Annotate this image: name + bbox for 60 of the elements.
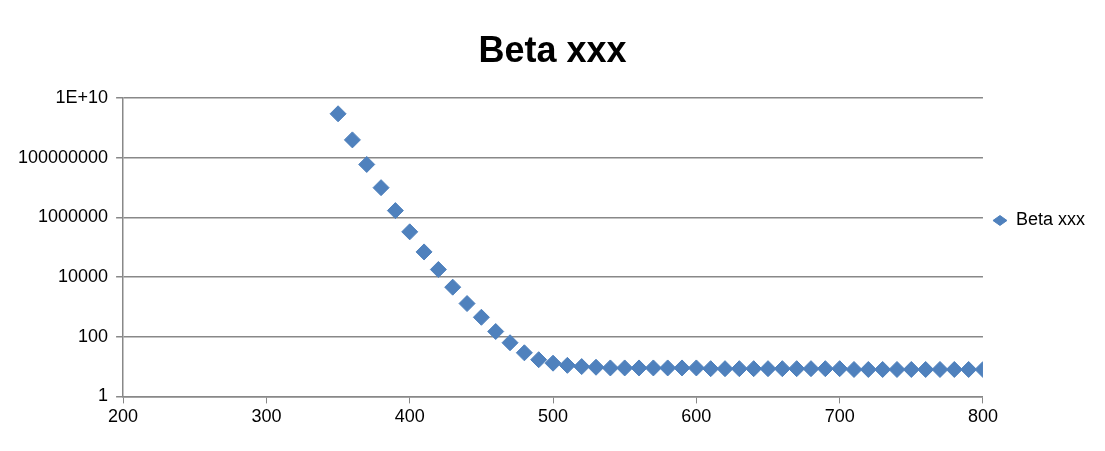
point bbox=[716, 360, 734, 378]
point bbox=[802, 360, 820, 378]
point bbox=[573, 358, 591, 376]
point bbox=[558, 356, 576, 374]
y-tick-label: 1 bbox=[98, 385, 109, 406]
point bbox=[687, 359, 705, 377]
point bbox=[788, 360, 806, 378]
point bbox=[429, 261, 447, 279]
point bbox=[702, 360, 720, 378]
point bbox=[544, 354, 562, 372]
point bbox=[874, 360, 892, 378]
y-tick-label: 100000000 bbox=[17, 146, 109, 167]
point bbox=[859, 360, 877, 378]
point bbox=[902, 360, 920, 378]
point bbox=[745, 360, 763, 378]
point bbox=[343, 131, 361, 149]
point bbox=[831, 360, 849, 378]
point bbox=[630, 359, 648, 377]
point bbox=[386, 202, 404, 220]
point bbox=[616, 359, 634, 377]
point bbox=[415, 243, 433, 261]
point bbox=[673, 359, 691, 377]
point bbox=[960, 360, 978, 378]
point bbox=[773, 360, 791, 378]
y-tick-label: 1000000 bbox=[38, 206, 109, 227]
point bbox=[644, 359, 662, 377]
x-tick-label: 300 bbox=[251, 406, 282, 427]
x-tick-label: 800 bbox=[967, 406, 998, 427]
y-tick-label: 1E+10 bbox=[55, 87, 109, 108]
point bbox=[458, 295, 476, 313]
point bbox=[329, 105, 347, 123]
point bbox=[917, 360, 935, 378]
point bbox=[816, 360, 834, 378]
point bbox=[888, 360, 906, 378]
chart-title: Beta xxx bbox=[478, 28, 627, 70]
point bbox=[358, 155, 376, 173]
point bbox=[931, 360, 949, 378]
point bbox=[515, 344, 533, 362]
point bbox=[487, 323, 505, 341]
point bbox=[730, 360, 748, 378]
point bbox=[501, 334, 519, 352]
point bbox=[945, 360, 963, 378]
point bbox=[444, 278, 462, 296]
point bbox=[587, 358, 605, 376]
point bbox=[372, 179, 390, 197]
x-tick-label: 600 bbox=[681, 406, 712, 427]
point bbox=[401, 223, 419, 241]
x-tick-label: 500 bbox=[538, 406, 569, 427]
point bbox=[659, 359, 677, 377]
point bbox=[530, 351, 548, 369]
y-tick-label: 100 bbox=[78, 325, 109, 346]
y-tick-label: 10000 bbox=[58, 266, 109, 287]
legend-label: Beta xxx bbox=[1015, 209, 1085, 230]
point bbox=[759, 360, 777, 378]
x-tick-label: 200 bbox=[108, 406, 139, 427]
point bbox=[472, 308, 490, 326]
x-tick-label: 700 bbox=[824, 406, 855, 427]
point bbox=[845, 360, 863, 378]
x-tick-label: 400 bbox=[394, 406, 425, 427]
point bbox=[601, 359, 619, 377]
